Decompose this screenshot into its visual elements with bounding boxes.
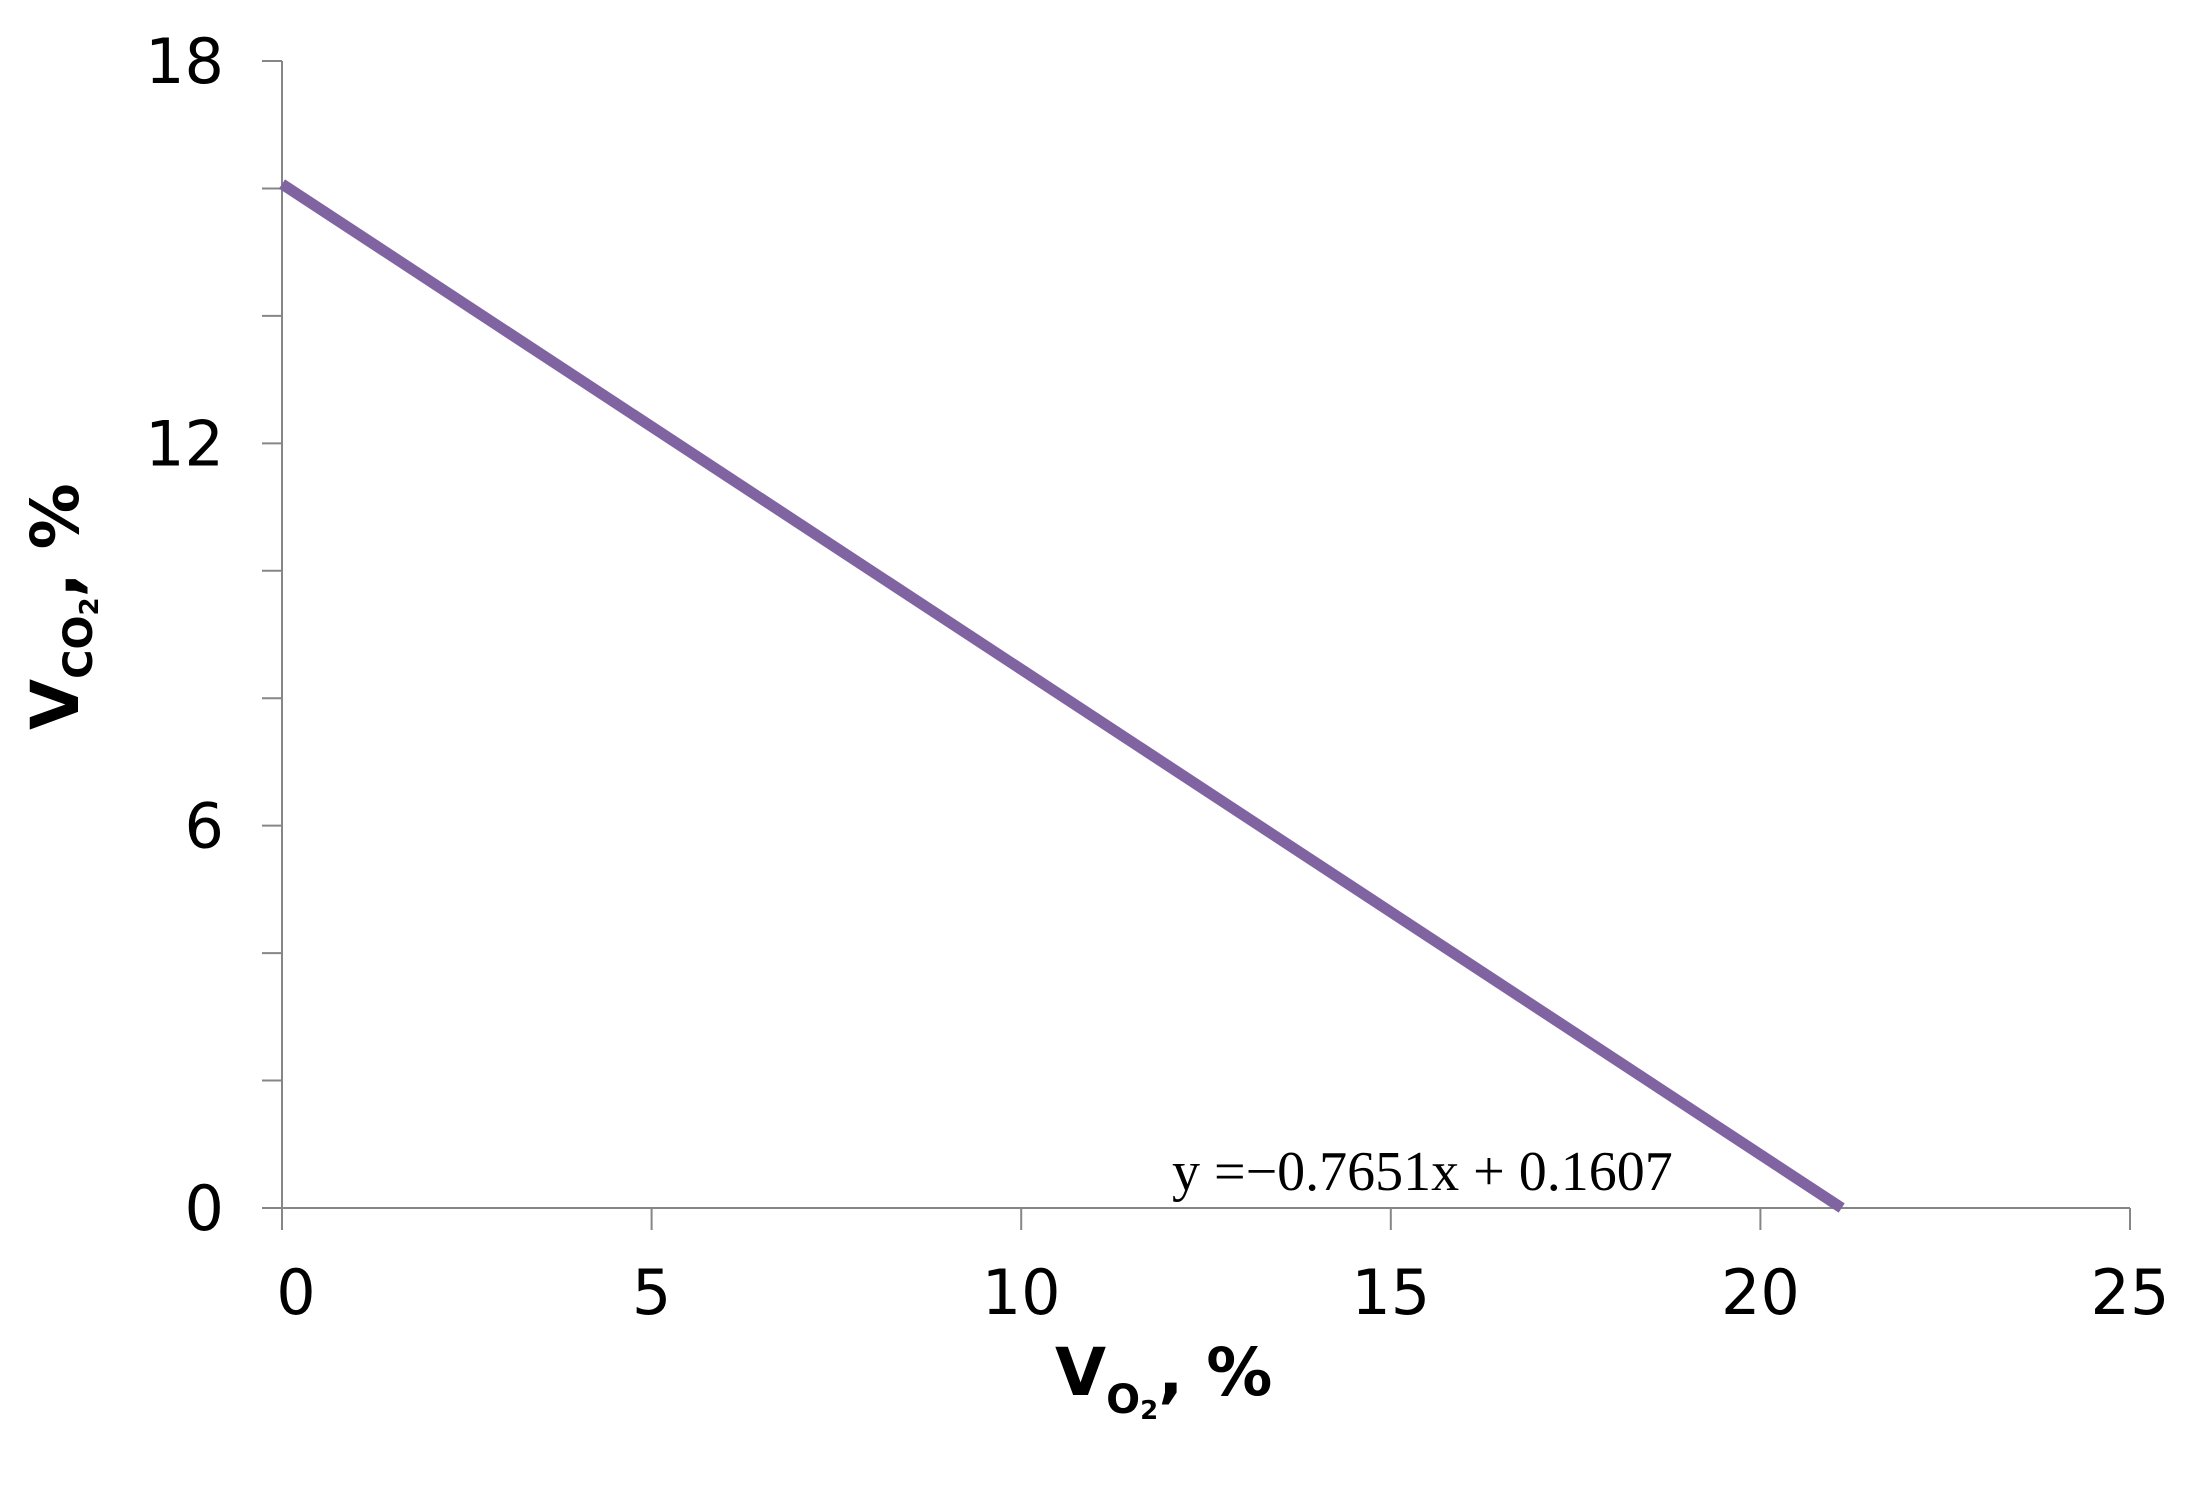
x-axis-title: VO2, % <box>1055 1334 1272 1426</box>
x-axis-title-subsubscript: 2 <box>1140 1396 1158 1426</box>
y-axis-title-subsubscript: 2 <box>75 597 105 615</box>
x-axis-title-subscript: O <box>1106 1377 1140 1423</box>
axes <box>262 60 2131 1230</box>
x-tick-label: 25 <box>2091 1256 2170 1329</box>
x-axis-title-suffix: , % <box>1158 1334 1272 1411</box>
trendline-equation: y =−0.7651x + 0.1607 <box>1172 1141 1673 1203</box>
y-tick-label: 6 <box>185 790 224 863</box>
y-axis-title-subscript: CO <box>56 616 102 679</box>
y-axis-title: VCO2, % <box>17 483 105 730</box>
x-tick-label: 0 <box>276 1256 315 1329</box>
x-tick-label: 20 <box>1721 1256 1800 1329</box>
y-tick-label: 0 <box>185 1172 224 1245</box>
y-tick-label: 18 <box>145 25 224 98</box>
x-tick-label: 15 <box>1351 1256 1430 1329</box>
y-axis-title-main: V <box>17 679 94 730</box>
series-layer <box>278 179 1845 1213</box>
x-tick-label: 5 <box>632 1256 671 1329</box>
x-axis-title-main: V <box>1055 1334 1106 1411</box>
y-axis-title-group: VCO2, % <box>17 483 105 730</box>
y-axis-title-suffix: , % <box>17 483 94 597</box>
x-tick-label: 10 <box>982 1256 1061 1329</box>
y-tick-label: 12 <box>145 407 224 480</box>
series-line <box>278 179 1845 1213</box>
